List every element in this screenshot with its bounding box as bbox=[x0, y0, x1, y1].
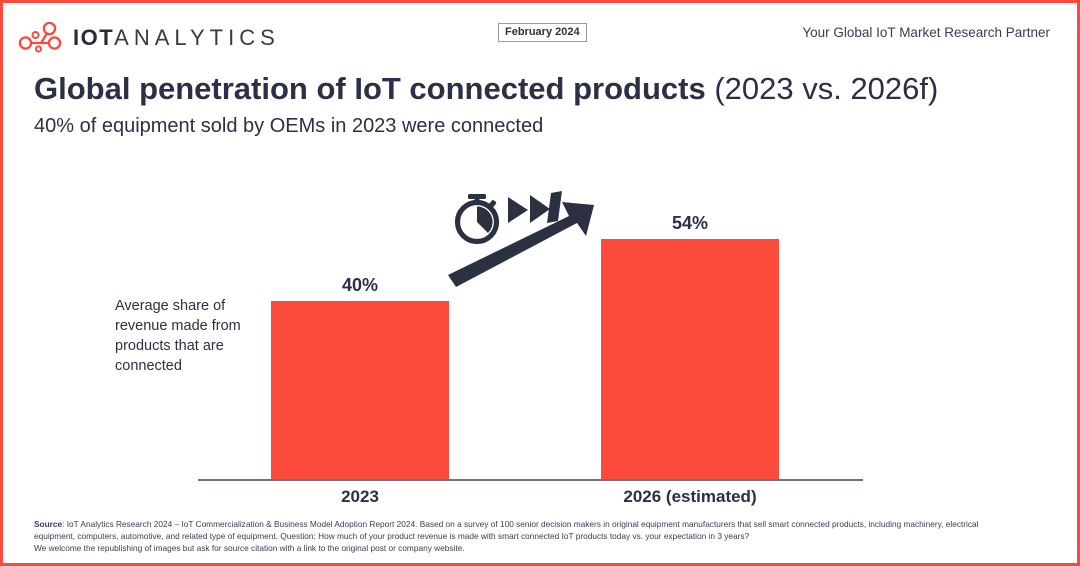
footnote-line-3: We welcome the republishing of images bu… bbox=[34, 543, 465, 554]
page-title-regular: (2023 vs. 2026f) bbox=[705, 71, 939, 106]
bar-value-2023: 40% bbox=[341, 275, 379, 295]
bar-chart: Average share of revenue made from produ… bbox=[3, 153, 1077, 513]
x-axis-line bbox=[198, 479, 863, 481]
company-tagline: Your Global IoT Market Research Partner bbox=[802, 25, 1050, 40]
footnote-line-2: equipment, computers, automotive, and re… bbox=[34, 531, 750, 542]
bar-value-2026: 54% bbox=[671, 213, 709, 233]
bar-2023 bbox=[271, 301, 449, 479]
brand-name: IOTANALYTICS bbox=[73, 25, 280, 51]
page-title: Global penetration of IoT connected prod… bbox=[34, 71, 938, 107]
page-title-bold: Global penetration of IoT connected prod… bbox=[34, 71, 706, 106]
stopwatch-growth-arrow-icon bbox=[446, 191, 606, 291]
iot-network-nodes-logo-icon bbox=[17, 21, 63, 55]
category-label-2023: 2023 bbox=[341, 487, 379, 506]
brand-name-primary: IOT bbox=[73, 25, 115, 50]
footnote-line-1-rest: : IoT Analytics Research 2024 – IoT Comm… bbox=[62, 519, 979, 529]
y-axis-description: Average share of revenue made from produ… bbox=[115, 298, 241, 374]
footnote-source: Source: IoT Analytics Research 2024 – Io… bbox=[34, 518, 1034, 554]
category-label-2026: 2026 (estimated) bbox=[623, 487, 757, 506]
bar-2026 bbox=[601, 239, 779, 479]
header-bar: IOTANALYTICS February 2024 Your Global I… bbox=[3, 3, 1077, 59]
footnote-line-1: Source: IoT Analytics Research 2024 – Io… bbox=[34, 518, 1034, 530]
date-badge: February 2024 bbox=[498, 23, 587, 43]
footnote-source-label: Source bbox=[34, 519, 63, 529]
brand-name-secondary: ANALYTICS bbox=[114, 25, 280, 50]
page-subtitle: 40% of equipment sold by OEMs in 2023 we… bbox=[34, 115, 544, 137]
brand-lockup: IOTANALYTICS bbox=[17, 21, 280, 55]
